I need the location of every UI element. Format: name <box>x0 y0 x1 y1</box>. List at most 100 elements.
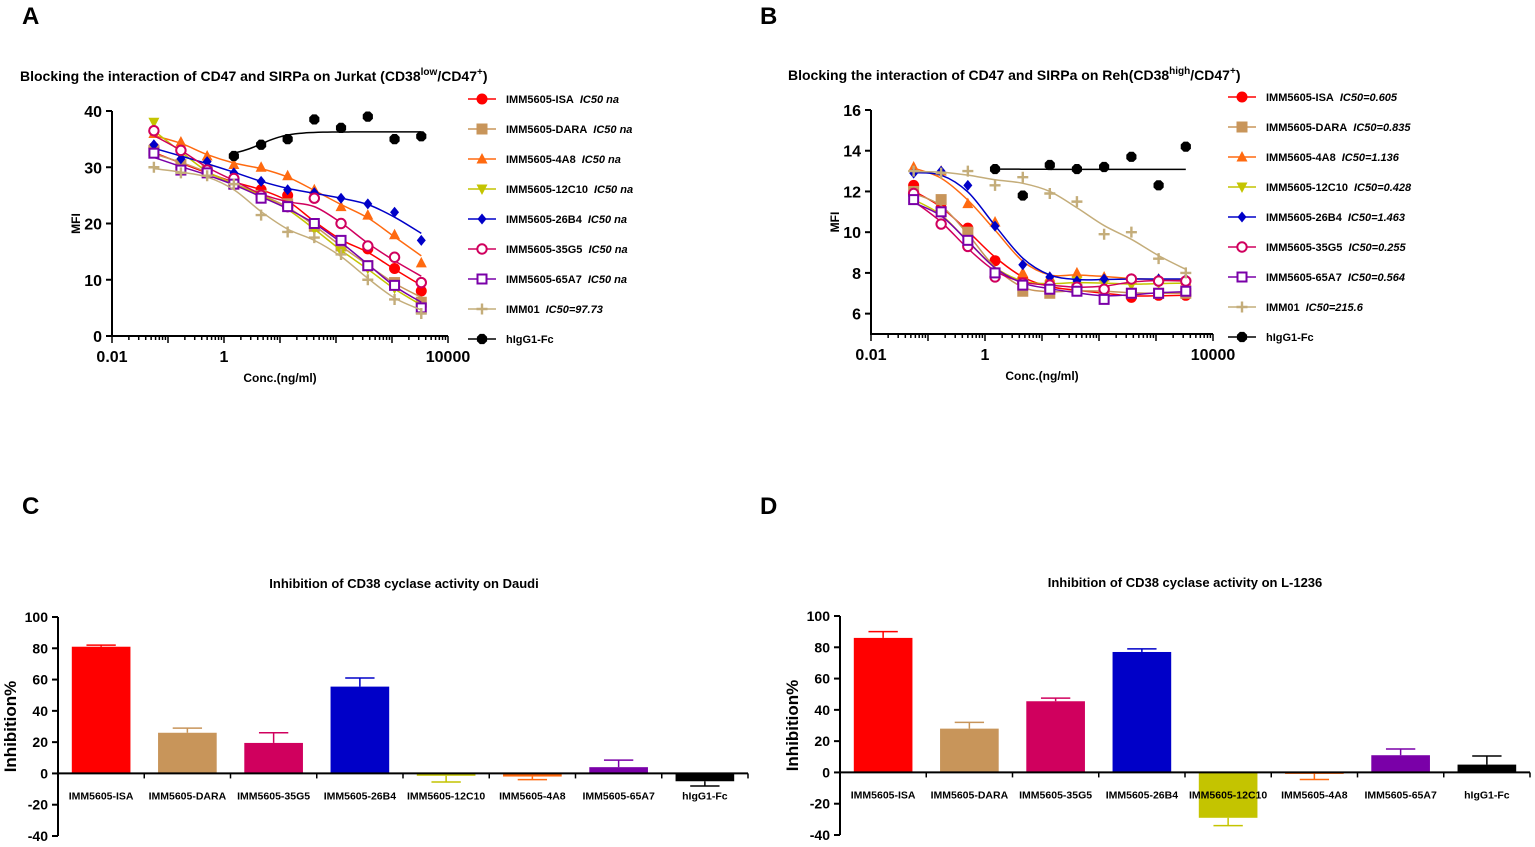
legend-label: hIgG1-Fc <box>506 334 554 346</box>
legend-item: IMM5605-ISA IC50 na <box>468 93 619 106</box>
x-tick-label: 1 <box>220 349 229 366</box>
x-tick-label: hIgG1-Fc <box>1464 789 1510 801</box>
legend-marker <box>477 213 487 225</box>
series-hIgG1-Fc <box>989 141 1191 201</box>
bar <box>158 732 217 774</box>
y-tick-label: 0 <box>93 329 102 346</box>
data-point <box>908 165 920 177</box>
y-axis-label: MFI <box>69 213 83 234</box>
x-axis-label: Conc.(ng/ml) <box>1005 369 1078 383</box>
bar <box>1112 651 1172 773</box>
x-tick-label: IMM5605-ISA <box>851 789 916 801</box>
legend-ic50: IC50=97.73 <box>546 304 603 316</box>
data-point <box>228 178 240 190</box>
legend-label: IMM5605-65A7 IC50 na <box>506 274 627 286</box>
legend-item: hIgG1-Fc <box>1228 331 1314 344</box>
legend-label: IMM5605-12C10 IC50=0.428 <box>1266 182 1412 194</box>
data-point <box>1017 171 1029 183</box>
legend-item: IMM5605-12C10 IC50=0.428 <box>1228 182 1412 194</box>
data-point <box>415 256 427 268</box>
data-point <box>148 117 160 129</box>
y-tick-label: 20 <box>32 734 48 750</box>
fit-curve <box>913 167 1186 282</box>
data-point <box>1125 287 1137 299</box>
x-tick-label: 10000 <box>426 349 471 366</box>
data-point <box>308 232 320 244</box>
data-point <box>1017 279 1029 291</box>
data-point <box>176 153 186 165</box>
y-tick-label: 6 <box>852 307 861 324</box>
legend-item: IMM5605-26B4 IC50=1.463 <box>1228 211 1405 224</box>
data-point <box>362 209 374 220</box>
data-point <box>389 293 401 305</box>
legend-marker <box>1236 331 1248 343</box>
data-point <box>1017 285 1029 297</box>
data-point <box>389 228 401 240</box>
y-tick-label: 20 <box>84 217 102 234</box>
y-tick-label: 10 <box>843 225 861 242</box>
y-tick-label: 80 <box>814 639 830 655</box>
y-axis-label: MFI <box>828 212 842 233</box>
bar <box>503 773 562 777</box>
bar <box>1026 701 1085 773</box>
panel-label: A <box>22 3 39 30</box>
data-point <box>935 167 947 179</box>
legend-name: IMM5605-ISA <box>506 94 574 106</box>
data-point <box>282 201 294 213</box>
data-point <box>1017 266 1029 278</box>
y-tick-label: 60 <box>814 671 830 687</box>
data-point <box>1071 266 1083 278</box>
legend-label: IMM5605-ISA IC50=0.605 <box>1266 92 1398 104</box>
data-point <box>335 234 347 246</box>
chart-title-part: low <box>421 67 438 78</box>
legend-item: IMM5605-ISA IC50=0.605 <box>1228 91 1398 104</box>
y-axis-label: Inhibition% <box>1 681 20 773</box>
data-point <box>1071 163 1083 175</box>
chart-title-part: + <box>1230 66 1236 77</box>
data-point <box>1018 259 1028 271</box>
legend-item: IMM5605-26B4 IC50 na <box>468 213 627 226</box>
legend-marker <box>1237 211 1247 223</box>
data-point <box>362 274 374 286</box>
data-point <box>309 114 320 125</box>
legend-marker <box>476 153 488 164</box>
x-tick-label: IMM5605-ISA <box>69 790 134 802</box>
legend-ic50: IC50 na <box>580 94 619 106</box>
x-tick-label: 0.01 <box>96 349 127 366</box>
data-point <box>1071 196 1083 208</box>
legend-item: IMM5605-DARA IC50=0.835 <box>1228 121 1411 134</box>
data-point <box>256 175 266 187</box>
series-IMM5605-65A7 <box>908 194 1192 305</box>
bar <box>71 646 131 774</box>
data-point <box>1044 283 1056 295</box>
x-tick-label: 0.01 <box>855 347 886 364</box>
bar <box>1457 764 1517 773</box>
y-tick-label: 0 <box>822 764 830 780</box>
data-point <box>255 161 267 172</box>
data-point <box>201 150 213 161</box>
x-tick-label: 10000 <box>1191 347 1236 364</box>
legend-marker <box>1236 121 1248 133</box>
legend-name: IMM01 <box>506 304 540 316</box>
data-point <box>148 124 160 137</box>
legend-marker <box>1236 271 1248 283</box>
y-tick-label: 8 <box>852 266 861 283</box>
legend-label: IMM01 IC50=97.73 <box>506 304 603 316</box>
fit-curve <box>913 170 1187 271</box>
chart-title: Inhibition of CD38 cyclase activity on D… <box>269 576 538 591</box>
data-point <box>962 226 974 238</box>
data-point <box>1125 273 1138 285</box>
legend-ic50: IC50=1.463 <box>1348 212 1405 224</box>
data-point <box>1017 190 1028 201</box>
data-point <box>1071 285 1083 297</box>
legend-label: IMM5605-26B4 IC50 na <box>506 214 627 226</box>
x-axis-label: Conc.(ng/ml) <box>243 371 316 385</box>
legend-label: IMM5605-35G5 IC50=0.255 <box>1266 242 1407 254</box>
data-point <box>175 167 187 179</box>
chart-title-part: Blocking the interaction of CD47 and SIR… <box>788 67 1169 83</box>
panel-label: B <box>760 3 777 30</box>
data-point <box>228 158 240 169</box>
y-tick-label: -20 <box>28 797 48 813</box>
data-point <box>362 260 374 272</box>
legend-item: IMM5605-35G5 IC50=0.255 <box>1228 241 1407 254</box>
